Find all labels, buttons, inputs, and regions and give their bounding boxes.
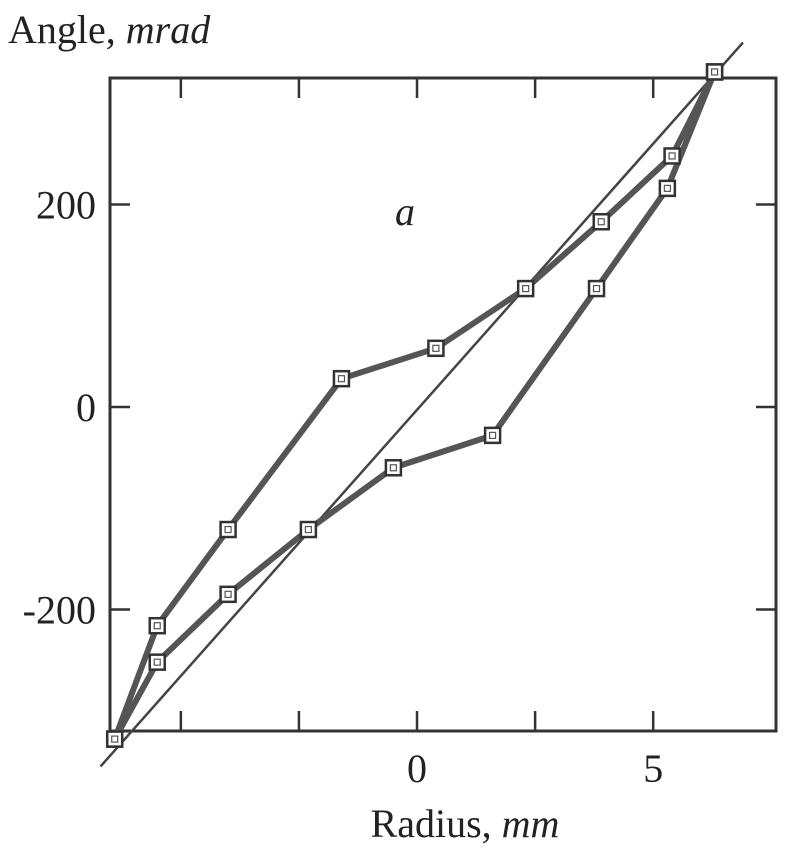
series-1-point-inner — [668, 152, 676, 160]
series-1-point — [148, 616, 166, 635]
series-1-point-inner — [432, 344, 440, 352]
series-2-point-inner — [153, 658, 161, 666]
fit-line — [99, 41, 744, 768]
series-2-point — [483, 426, 502, 445]
series-1-point-inner — [522, 284, 530, 293]
series-2-point-inner — [304, 525, 312, 534]
series-1-point — [332, 369, 351, 388]
y-tick-label: 0 — [76, 385, 96, 430]
series-1-point — [592, 213, 610, 231]
series-2-point — [658, 179, 677, 198]
x-axis-unit: mm — [501, 801, 560, 846]
series-2-point-inner — [710, 68, 719, 76]
series-1-point-inner — [153, 622, 161, 630]
panel-label: a — [395, 189, 415, 234]
x-tick-label: 0 — [407, 746, 427, 791]
series-2-point — [705, 63, 724, 81]
series-1-line — [111, 68, 718, 743]
series-1-point — [516, 279, 535, 298]
series-1-point — [427, 339, 445, 358]
series-1-point-inner — [337, 375, 346, 383]
series-1-point-inner — [597, 218, 605, 226]
x-axis-title: Radius, mm — [310, 800, 620, 847]
series-2-line — [111, 68, 718, 743]
series-2-point-inner — [224, 590, 232, 598]
series-1-point-inner — [224, 525, 232, 534]
series-1-point — [663, 147, 681, 165]
series-2-point — [384, 459, 403, 477]
series-2-point — [219, 585, 237, 604]
series-2-point-inner — [592, 284, 601, 293]
axes-frame — [108, 76, 778, 733]
data-series — [99, 41, 744, 768]
series-2-point-inner — [488, 431, 497, 439]
y-axis-unit: mrad — [125, 7, 211, 52]
series-2-point-inner — [111, 735, 119, 743]
y-tick-label: -200 — [23, 588, 96, 633]
y-tick-label: 200 — [36, 183, 96, 228]
series-1-point — [219, 520, 237, 539]
series-2-point-inner — [663, 184, 671, 192]
y-axis-title-text: Angle, — [8, 7, 126, 52]
axis-ticks — [110, 78, 776, 731]
series-2-point — [148, 653, 166, 671]
x-axis-title-text: Radius, — [370, 801, 502, 846]
x-tick-label: 5 — [643, 746, 663, 791]
series-2-point-inner — [389, 464, 398, 472]
axis-tick-labels: 0 5 -200 0 200 — [23, 183, 664, 791]
y-axis-title: Angle, mrad — [8, 6, 210, 53]
series-2-point — [587, 279, 606, 298]
series-2-point — [105, 730, 124, 748]
series-2-point — [299, 520, 318, 539]
data-markers — [105, 63, 724, 748]
